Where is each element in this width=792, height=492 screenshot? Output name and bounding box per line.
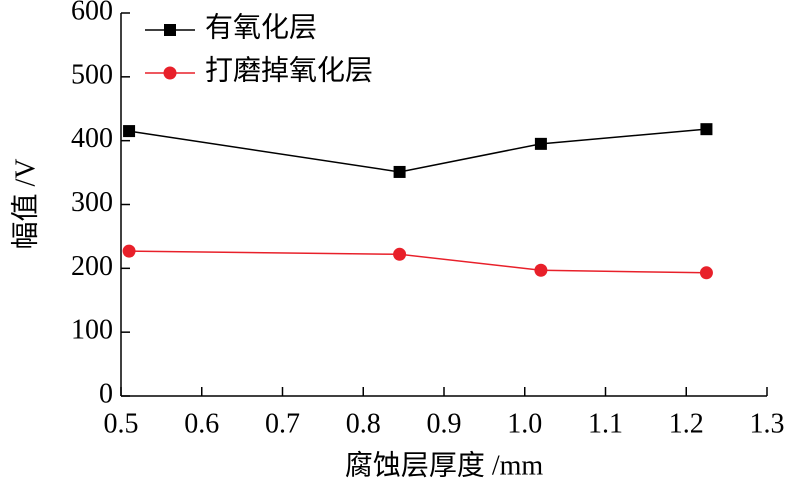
y-axis-label: 幅值 /V	[9, 158, 41, 249]
data-point	[123, 125, 136, 138]
x-tick-label: 1.2	[669, 408, 704, 439]
series-line	[128, 128, 707, 173]
data-point	[534, 263, 548, 277]
y-tick-label: 300	[71, 187, 113, 218]
y-tick-label: 0	[99, 378, 113, 409]
y-tick-label: 200	[71, 251, 113, 282]
legend-marker	[163, 66, 177, 80]
x-tick-label: 0.6	[184, 408, 219, 439]
data-point	[699, 266, 713, 280]
x-tick-label: 0.7	[265, 408, 300, 439]
legend-label: 打磨掉氧化层	[205, 54, 373, 86]
x-tick-label: 0.9	[427, 408, 462, 439]
legend-label: 有氧化层	[205, 11, 317, 43]
x-tick-label: 1.0	[507, 408, 542, 439]
data-point	[534, 137, 547, 150]
data-point	[122, 244, 136, 258]
y-tick-label: 400	[71, 123, 113, 154]
x-tick-label: 0.5	[104, 408, 139, 439]
legend-marker	[164, 24, 176, 36]
data-point	[393, 247, 407, 261]
y-tick-label: 100	[71, 315, 113, 346]
x-tick-label: 1.3	[750, 408, 785, 439]
x-tick-label: 1.1	[588, 408, 623, 439]
y-tick-label: 500	[71, 59, 113, 90]
series-line	[129, 250, 707, 274]
x-axis-label: 腐蚀层厚度 /mm	[345, 449, 544, 481]
x-tick-label: 0.8	[346, 408, 381, 439]
data-point	[393, 165, 406, 178]
data-point	[700, 123, 713, 136]
y-tick-label: 600	[71, 0, 113, 26]
